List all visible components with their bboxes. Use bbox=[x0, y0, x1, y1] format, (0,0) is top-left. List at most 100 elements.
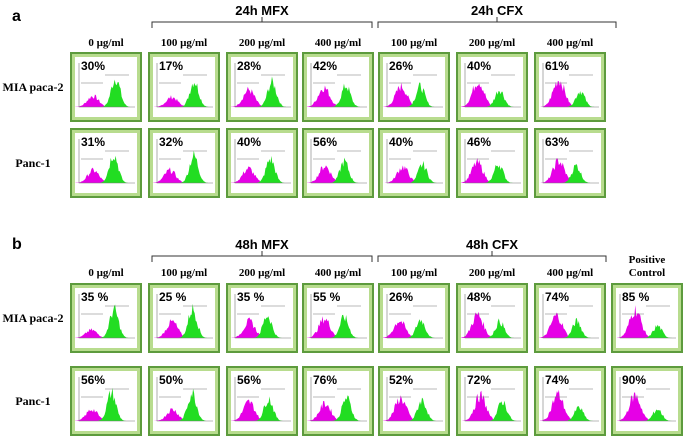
plot-area bbox=[616, 288, 678, 348]
percentage: 74% bbox=[545, 373, 570, 387]
histogram-peak bbox=[562, 317, 591, 338]
histogram-peak bbox=[406, 319, 435, 338]
percentage: 74% bbox=[545, 290, 570, 304]
histogram-peak bbox=[381, 321, 418, 338]
histogram bbox=[231, 377, 291, 422]
histogram-cell: 30% bbox=[70, 52, 142, 122]
histogram-cell: 56% bbox=[70, 366, 142, 436]
histogram bbox=[230, 139, 291, 184]
histogram-peak bbox=[540, 80, 577, 107]
plot-area bbox=[153, 288, 215, 348]
percentage: 63% bbox=[545, 135, 570, 149]
histogram-cell: 74% bbox=[534, 283, 606, 353]
histogram-peak bbox=[562, 163, 591, 183]
axes bbox=[310, 139, 367, 184]
percentage: 56% bbox=[81, 373, 106, 387]
percentage: 35 % bbox=[237, 290, 265, 304]
histogram-cell: 56% bbox=[302, 128, 374, 198]
column-header: 200 µg/ml bbox=[238, 37, 286, 49]
axes bbox=[464, 377, 521, 422]
column-header: 200 µg/ml bbox=[468, 267, 516, 279]
axes bbox=[234, 63, 291, 108]
histogram-peak bbox=[256, 155, 285, 183]
bracket bbox=[151, 251, 373, 262]
column-header: 200 µg/ml bbox=[468, 37, 516, 49]
percentage: 26% bbox=[389, 290, 414, 304]
histogram-peak bbox=[566, 91, 595, 107]
plot-area bbox=[306, 288, 369, 348]
histogram-cell: 26% bbox=[378, 52, 450, 122]
histogram-peak bbox=[330, 157, 359, 183]
group-title: 48h CFX bbox=[465, 237, 518, 252]
histogram-peak bbox=[307, 401, 344, 421]
plot-area bbox=[230, 57, 293, 117]
histogram bbox=[154, 294, 213, 339]
histogram-peak bbox=[488, 400, 517, 421]
plot-area bbox=[73, 371, 137, 431]
plot-area bbox=[616, 371, 678, 431]
histogram bbox=[459, 294, 521, 339]
percentage: 48% bbox=[467, 290, 492, 304]
histogram-cell: 85 % bbox=[611, 283, 683, 353]
histogram-peak bbox=[460, 83, 497, 107]
axes bbox=[310, 63, 367, 108]
axes bbox=[542, 139, 599, 184]
histogram-cell: 42% bbox=[302, 52, 374, 122]
axes bbox=[542, 377, 599, 422]
histogram-peak bbox=[332, 395, 361, 421]
histogram-cell: 25 % bbox=[148, 283, 220, 353]
axes bbox=[542, 63, 599, 108]
histogram-peak bbox=[154, 408, 191, 421]
percentage: 55 % bbox=[313, 290, 341, 304]
row-label: MIA paca-2 bbox=[2, 80, 64, 94]
histogram-peak bbox=[154, 319, 191, 338]
bracket bbox=[377, 251, 607, 262]
histogram-cell: 50% bbox=[148, 366, 220, 436]
histogram-peak bbox=[617, 305, 654, 338]
histogram-peak bbox=[485, 318, 514, 338]
histogram-peak bbox=[406, 82, 435, 107]
plot-area bbox=[74, 57, 137, 117]
axes bbox=[78, 139, 135, 184]
column-header: 100 µg/ml bbox=[390, 37, 438, 49]
histogram-cell: 52% bbox=[378, 366, 450, 436]
histogram-peak bbox=[230, 86, 267, 107]
axes bbox=[619, 377, 676, 422]
plot-area bbox=[231, 288, 293, 348]
histogram-peak bbox=[151, 167, 188, 183]
plot-area bbox=[73, 288, 137, 348]
histogram-peak bbox=[180, 83, 209, 107]
axes bbox=[78, 377, 135, 422]
percentage: 26% bbox=[389, 59, 414, 73]
histogram-peak bbox=[331, 83, 360, 107]
percentage: 46% bbox=[467, 135, 492, 149]
percentage: 90% bbox=[622, 373, 647, 387]
histogram-peak bbox=[459, 311, 496, 338]
group-title: 24h CFX bbox=[470, 3, 523, 18]
histogram-cell: 35 % bbox=[226, 283, 298, 353]
row-label: MIA paca-2 bbox=[2, 311, 64, 325]
histogram bbox=[230, 63, 291, 108]
row-label: Panc-1 bbox=[15, 394, 51, 408]
histogram-peak bbox=[408, 160, 437, 183]
histogram-peak bbox=[73, 328, 110, 338]
histogram-peak bbox=[643, 324, 672, 338]
histogram bbox=[153, 63, 213, 108]
histogram-peak bbox=[462, 390, 499, 421]
column-header: 100 µg/ml bbox=[160, 37, 208, 49]
row-label: Panc-1 bbox=[15, 156, 51, 170]
histogram-peak bbox=[407, 397, 436, 421]
histogram-peak bbox=[97, 387, 126, 421]
histogram bbox=[74, 63, 135, 108]
bracket bbox=[151, 17, 373, 28]
percentage: 72% bbox=[467, 373, 492, 387]
percentage: 40% bbox=[237, 135, 262, 149]
histogram bbox=[231, 294, 291, 339]
histogram-peak bbox=[179, 150, 208, 183]
plot-area bbox=[383, 57, 445, 117]
histogram bbox=[73, 377, 135, 422]
histogram bbox=[538, 294, 599, 339]
plot-area bbox=[538, 288, 601, 348]
histogram-peak bbox=[254, 396, 283, 421]
